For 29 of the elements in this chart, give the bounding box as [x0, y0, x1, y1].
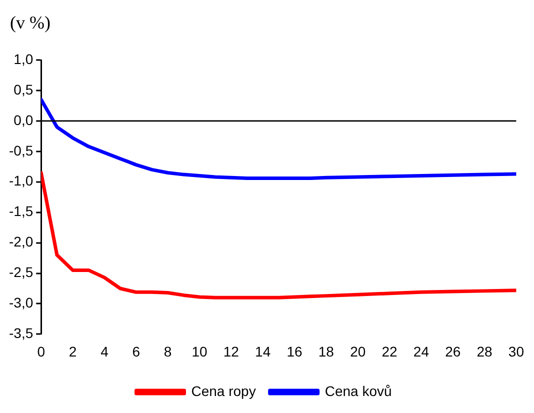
x-tick-label: 16: [286, 343, 302, 360]
y-axis-title: (v %): [10, 12, 50, 33]
x-tick-label: 4: [100, 343, 109, 360]
legend-label: Cena kovů: [324, 382, 392, 399]
y-tick-label: -3,0: [9, 294, 34, 311]
y-tick-label: -2,5: [9, 264, 34, 280]
x-tick-label: 0: [37, 343, 46, 360]
y-tick-label: -3,5: [9, 325, 34, 342]
x-tick-label: 26: [445, 343, 461, 360]
y-tick-label: -1,0: [9, 172, 34, 189]
y-tick-label: -1,5: [9, 203, 34, 220]
x-tick-label: 2: [68, 343, 77, 360]
x-tick-label: 12: [223, 343, 240, 360]
x-tick-label: 28: [476, 343, 493, 360]
x-tick-label: 18: [318, 343, 334, 360]
x-tick-label: 8: [164, 343, 172, 360]
x-tick-label: 30: [508, 343, 524, 360]
y-tick-label: 0,0: [14, 112, 34, 128]
x-tick-label: 24: [413, 343, 430, 360]
x-tick-label: 6: [132, 343, 140, 360]
x-tick-label: 10: [192, 343, 208, 360]
y-tick-label: -0,5: [9, 142, 34, 158]
x-tick-label: 14: [255, 343, 271, 360]
legend-label: Cena ropy: [191, 382, 256, 399]
x-tick-label: 22: [382, 343, 398, 360]
y-tick-label: 0,5: [14, 81, 34, 98]
y-tick-label: -2,0: [9, 234, 34, 250]
x-tick-label: 20: [350, 343, 366, 360]
y-tick-label: 1,0: [14, 50, 34, 67]
